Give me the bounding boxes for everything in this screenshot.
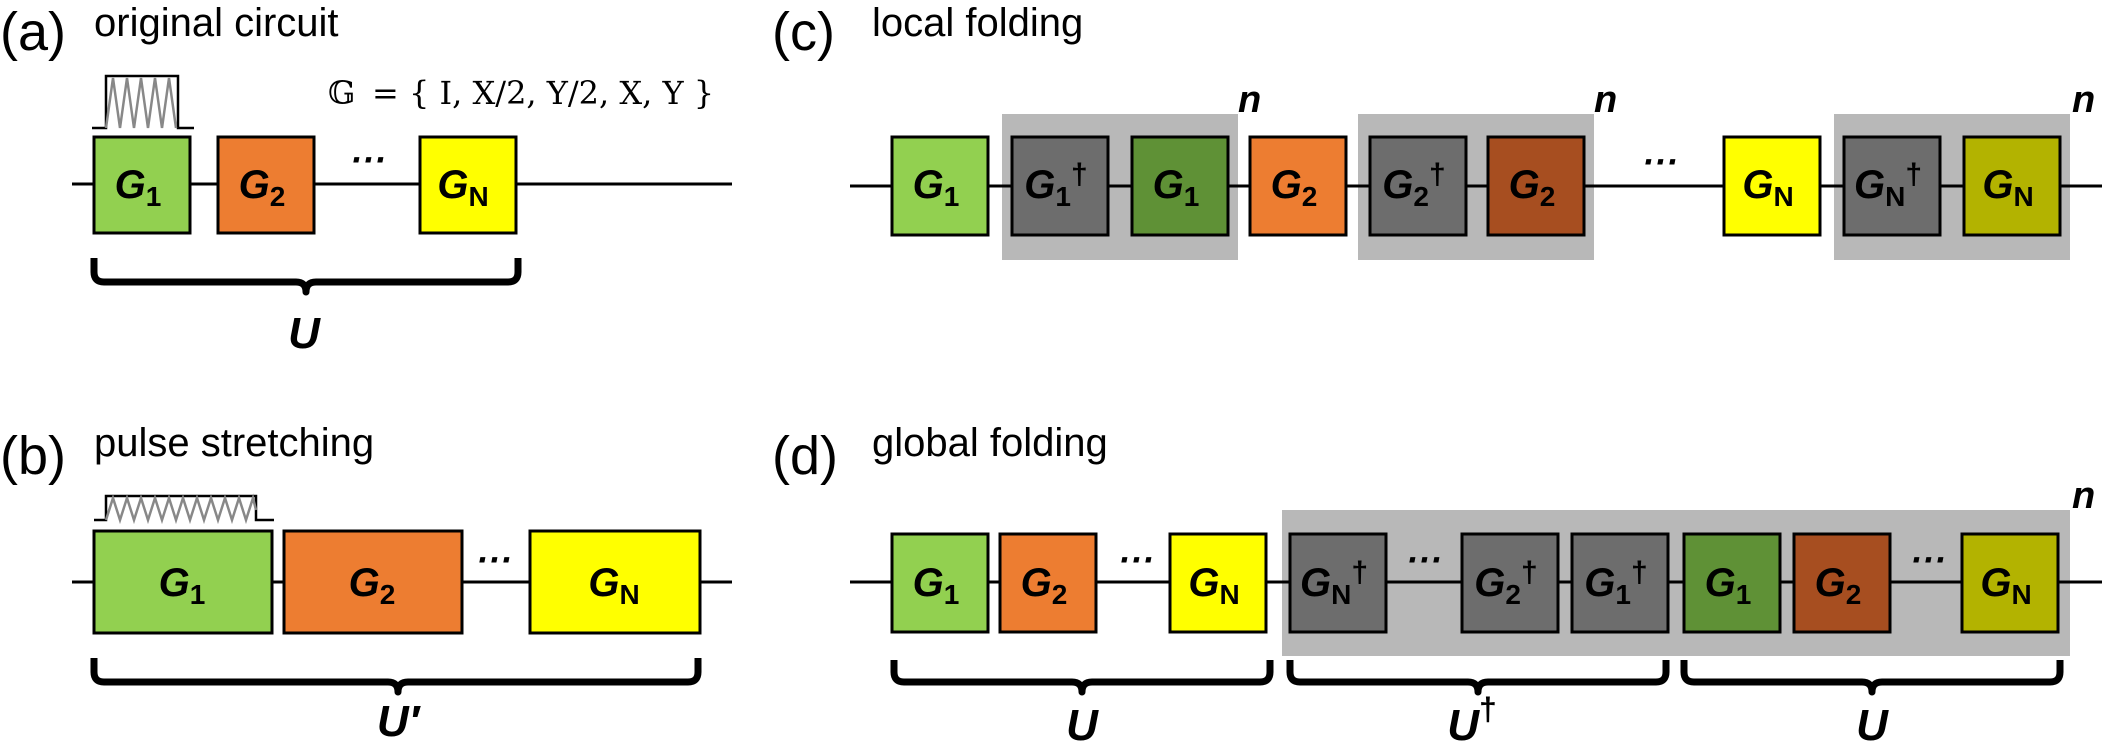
ellipsis: ···: [1118, 539, 1154, 580]
svg-text:GN: GN: [437, 163, 488, 212]
brace-b: [90, 658, 702, 696]
brace-a-label: U: [288, 309, 321, 358]
brace-d-1-label: U: [1066, 701, 1099, 746]
svg-text:G1: G1: [115, 163, 162, 212]
svg-text:G2: G2: [239, 163, 286, 212]
gate-gN-stretched: GN: [528, 529, 702, 635]
ellipsis: ···: [1642, 141, 1678, 182]
brace-a: [90, 258, 522, 296]
panel-d: (d) global folding n G1 G2 ··· GN GN† ··…: [772, 421, 2102, 746]
gate-gN: GN: [1722, 135, 1822, 237]
panel-c: (c) local folding n n n G1 G1† G1 G2 G2†: [772, 1, 2102, 260]
svg-text:G1: G1: [913, 561, 960, 610]
fold-count-1: n: [1238, 79, 1261, 121]
svg-text:G1: G1: [1153, 163, 1200, 212]
gate-g1-fold: G1: [1130, 135, 1230, 237]
svg-text:G2: G2: [1021, 561, 1068, 610]
gate-set: = { I, X/2, Y/2, X, Y }: [372, 74, 714, 112]
svg-text:GN†: GN†: [1854, 158, 1922, 212]
gate-g2: G2: [998, 532, 1098, 634]
panel-b: (b) pulse stretching G1 G2 ··· GN U′: [0, 421, 732, 746]
gate-g1: G1: [92, 135, 192, 235]
brace-d-3-label: U: [1856, 701, 1889, 746]
svg-text:G1: G1: [913, 163, 960, 212]
svg-text:G2: G2: [1509, 163, 1556, 212]
gate-gN-dagger: GN†: [1288, 532, 1388, 634]
svg-text:G1†: G1†: [1024, 158, 1087, 212]
brace-d-2-label: U†: [1447, 691, 1497, 746]
gate-g1-stretched: G1: [92, 529, 274, 635]
svg-text:G2: G2: [1271, 163, 1318, 212]
svg-text:GN: GN: [1980, 561, 2031, 610]
fold-count-global: n: [2072, 475, 2095, 517]
svg-text:GN: GN: [1982, 163, 2033, 212]
gate-gN-fold: GN: [1960, 532, 2060, 634]
gate-g2-fold: G2: [1792, 532, 1892, 634]
svg-text:G1: G1: [159, 561, 206, 610]
panel-d-tag: (d): [772, 426, 838, 486]
gate-g2: G2: [216, 135, 316, 235]
brace-d-1: [890, 660, 1274, 696]
gate-g1: G1: [890, 532, 990, 634]
svg-text:GN: GN: [1188, 561, 1239, 610]
gate-gN-dagger: GN†: [1842, 135, 1942, 237]
panel-d-title: global folding: [872, 421, 1108, 465]
panel-c-title: local folding: [872, 1, 1083, 45]
gate-g1-fold: G1: [1682, 532, 1782, 634]
gate-g2-stretched: G2: [282, 529, 464, 635]
gate-g2-fold: G2: [1486, 135, 1586, 237]
panel-a-title: original circuit: [94, 1, 339, 45]
brace-d-3: [1680, 660, 2064, 696]
gate-g2-dagger: G2†: [1368, 135, 1468, 237]
pulse-original: [92, 74, 194, 130]
svg-text:G2: G2: [1815, 561, 1862, 610]
fold-count-N: n: [2072, 79, 2095, 121]
svg-text:GN†: GN†: [1300, 556, 1368, 610]
panel-b-tag: (b): [0, 426, 66, 486]
gate-set-symbol: 𝔾: [328, 74, 355, 112]
svg-text:GN: GN: [588, 561, 639, 610]
panel-c-tag: (c): [772, 2, 835, 62]
svg-text:G2†: G2†: [1474, 556, 1537, 610]
pulse-stretched: [94, 493, 274, 525]
brace-d-2: [1286, 660, 1670, 696]
ellipsis: ···: [350, 139, 386, 180]
gate-gN-fold: GN: [1962, 135, 2062, 237]
panel-b-title: pulse stretching: [94, 421, 374, 465]
svg-text:GN: GN: [1742, 163, 1793, 212]
panel-a-tag: (a): [0, 2, 66, 62]
svg-text:G1: G1: [1705, 561, 1752, 610]
svg-text:G1†: G1†: [1584, 556, 1647, 610]
gate-g1-dagger: G1†: [1010, 135, 1110, 237]
svg-text:G2: G2: [349, 561, 396, 610]
gate-gN: GN: [418, 135, 518, 235]
ellipsis: ···: [1910, 539, 1946, 580]
gate-g2: G2: [1248, 135, 1348, 237]
brace-b-label: U′: [377, 697, 422, 746]
ellipsis: ···: [476, 539, 512, 580]
svg-text:G2†: G2†: [1382, 158, 1445, 212]
fold-count-2: n: [1594, 79, 1617, 121]
gate-gN: GN: [1168, 532, 1268, 634]
gate-g2-dagger: G2†: [1460, 532, 1560, 634]
gate-g1-dagger: G1†: [1570, 532, 1670, 634]
panel-a: (a) original circuit 𝔾 = { I, X/2, Y/2, …: [0, 1, 732, 358]
gate-g1: G1: [890, 135, 990, 237]
ellipsis: ···: [1406, 539, 1442, 580]
